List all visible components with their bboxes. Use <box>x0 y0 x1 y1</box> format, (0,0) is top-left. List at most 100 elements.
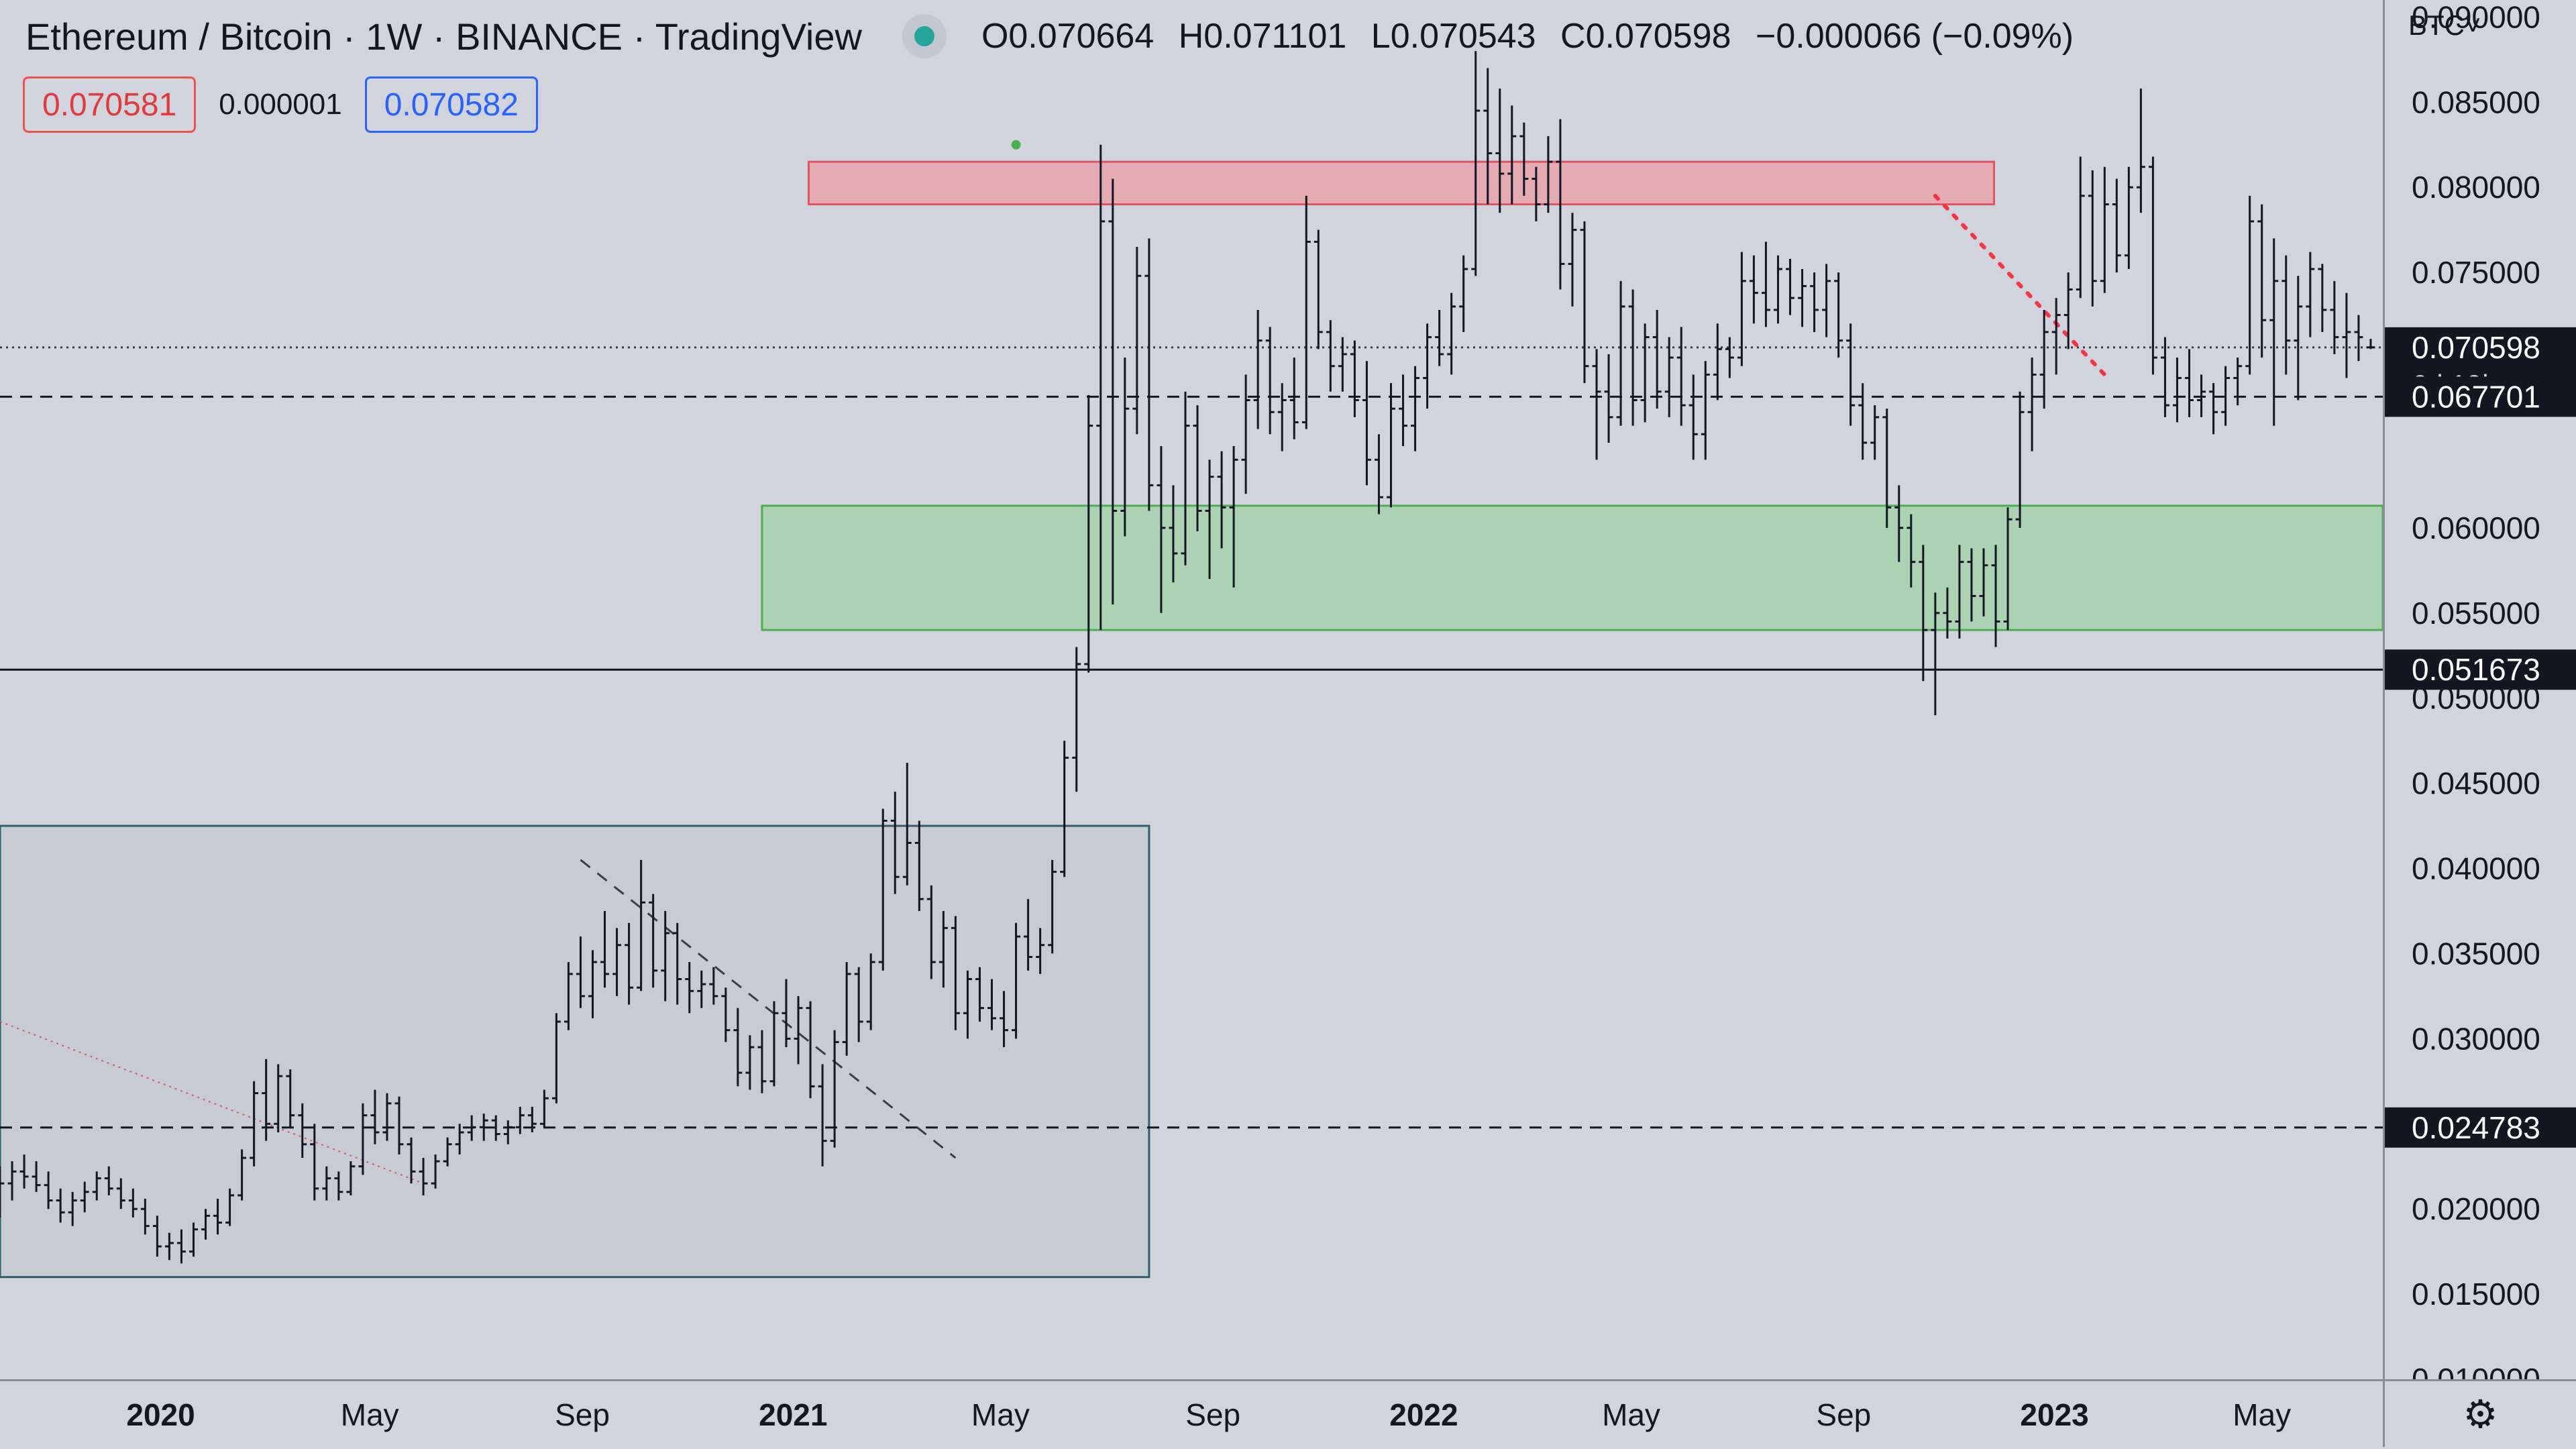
ohlc-bar[interactable] <box>2125 167 2133 269</box>
ohlc-bar[interactable] <box>1605 354 1613 443</box>
ohlc-bar[interactable] <box>1713 323 1722 400</box>
trendline-2[interactable] <box>1935 196 2104 375</box>
ohlc-bar[interactable] <box>1387 383 1395 507</box>
price-scale-canvas: 0.0900000.0850000.0800000.0750000.060000… <box>2385 0 2576 1379</box>
price-tick-label: 0.020000 <box>2412 1191 2540 1226</box>
ohlc-bar[interactable] <box>1580 221 1589 383</box>
time-tick-label: May <box>971 1397 1030 1432</box>
ohlc-bar[interactable] <box>2185 349 2194 417</box>
ohlc-bar[interactable] <box>1132 247 1141 434</box>
ohlc-bar[interactable] <box>1290 358 1299 439</box>
ohlc-bar[interactable] <box>2137 89 2145 213</box>
price-tick-label: 0.035000 <box>2412 936 2540 971</box>
ohlc-bar[interactable] <box>1653 310 1662 409</box>
sell-price-button[interactable]: 0.070581 <box>23 76 196 133</box>
ohlc-bar[interactable] <box>2354 315 2363 362</box>
ohlc-bar[interactable] <box>2052 298 2061 374</box>
ohlc-bar[interactable] <box>1858 383 1867 460</box>
time-tick-label: 2022 <box>1389 1397 1458 1432</box>
ohlc-bar[interactable] <box>2330 281 2339 354</box>
chart-settings-button[interactable]: ⚙ <box>2383 1379 2576 1447</box>
ohlc-bar[interactable] <box>2173 358 2182 422</box>
market-status-indicator[interactable] <box>902 14 947 58</box>
price-label-value: 0.024783 <box>2412 1110 2540 1145</box>
ohlc-bar[interactable] <box>1375 434 1383 514</box>
ohlc-bar[interactable] <box>1144 238 1153 511</box>
ohlc-bar[interactable] <box>1810 272 1819 332</box>
ohlc-bar[interactable] <box>2342 293 2351 378</box>
ohlc-bar[interactable] <box>1411 366 1419 451</box>
ohlc-bar[interactable] <box>1870 405 1879 460</box>
ohlc-bar[interactable] <box>2112 179 2121 273</box>
ohlc-bar[interactable] <box>1362 361 1371 485</box>
ohlc-bar[interactable] <box>2367 339 2375 349</box>
zone-accumulation[interactable] <box>0 826 1149 1277</box>
signal-marker-dot[interactable] <box>1012 140 1021 150</box>
quote-row: 0.070581 0.000001 0.070582 <box>23 74 538 136</box>
price-tick-label: 0.060000 <box>2412 511 2540 545</box>
ohlc-bar[interactable] <box>1314 230 1323 350</box>
ohlc-bar[interactable] <box>2040 310 2049 409</box>
ohlc-bar[interactable] <box>2064 272 2073 349</box>
ohlc-bar[interactable] <box>2149 157 2157 375</box>
chart-legend: Ethereum / Bitcoin · 1W · BINANCE · Trad… <box>25 12 2074 60</box>
chart-plot-area[interactable] <box>0 0 2383 1379</box>
ohlc-bar[interactable] <box>1677 327 1686 425</box>
ohlc-bar[interactable] <box>1242 374 1250 494</box>
symbol-title[interactable]: Ethereum / Bitcoin · 1W · BINANCE · Trad… <box>25 15 862 58</box>
chart-canvas[interactable] <box>0 0 2383 1379</box>
ohlc-bar[interactable] <box>2294 276 2302 400</box>
ohlc-bar[interactable] <box>1822 264 1831 337</box>
ohlc-bar[interactable] <box>1593 349 1601 460</box>
price-tick-label: 0.045000 <box>2412 766 2540 801</box>
ohlc-bar[interactable] <box>1326 320 1335 392</box>
ohlc-bar[interactable] <box>2233 358 2242 405</box>
ohlc-bar[interactable] <box>1689 374 1698 460</box>
ohlc-bar[interactable] <box>1750 256 1758 324</box>
buy-price-button[interactable]: 0.070582 <box>365 76 538 133</box>
ohlc-bar[interactable] <box>1266 327 1275 434</box>
ohlc-bar[interactable] <box>1798 269 1807 327</box>
ohlc-bar[interactable] <box>1762 241 1770 327</box>
ohlc-bar[interactable] <box>1568 213 1577 307</box>
change-value: −0.000066 (−0.09%) <box>1756 17 2074 56</box>
ohlc-bar[interactable] <box>2161 337 2169 417</box>
ohlc-bar[interactable] <box>1786 259 1794 315</box>
ohlc-bar[interactable] <box>1701 361 1710 460</box>
ohlc-bar[interactable] <box>1665 337 1674 417</box>
ohlc-bar[interactable] <box>1459 256 1468 332</box>
ohlc-bar[interactable] <box>1338 337 1347 392</box>
currency-selector[interactable]: BTC˅ <box>2408 9 2481 42</box>
ohlc-bar[interactable] <box>2088 170 2097 307</box>
ohlc-bar[interactable] <box>1447 293 1456 375</box>
ohlc-bar[interactable] <box>1641 323 1650 422</box>
ohlc-bar[interactable] <box>1435 310 1444 366</box>
time-scale-canvas: 2020MaySep2021MaySep2022MaySep2023May <box>0 1381 2383 1449</box>
ohlc-bar[interactable] <box>1278 383 1287 451</box>
ohlc-bar[interactable] <box>2076 157 2085 299</box>
ohlc-bar[interactable] <box>2306 252 2314 337</box>
price-scale[interactable]: 0.0900000.0850000.0800000.0750000.060000… <box>2383 0 2576 1379</box>
ohlc-bar[interactable] <box>1350 341 1359 417</box>
ohlc-bar[interactable] <box>2318 264 2326 332</box>
ohlc-bar[interactable] <box>2282 256 2290 375</box>
ohlc-bar[interactable] <box>1302 196 1311 429</box>
time-scale[interactable]: 2020MaySep2021MaySep2022MaySep2023May <box>0 1379 2383 1447</box>
ohlc-bar[interactable] <box>2209 383 2218 434</box>
ohlc-bar[interactable] <box>2100 167 2109 293</box>
ohlc-bar[interactable] <box>2028 358 2037 451</box>
zone-support[interactable] <box>762 506 2383 630</box>
ohlc-bar[interactable] <box>1254 310 1263 429</box>
ohlc-bar[interactable] <box>1737 252 1746 366</box>
ohlc-bar[interactable] <box>1834 272 1843 358</box>
zone-resistance[interactable] <box>808 162 1994 204</box>
ohlc-bar[interactable] <box>1617 281 1625 426</box>
ohlc-bar[interactable] <box>2257 205 2266 358</box>
ohlc-bar[interactable] <box>1725 337 1734 378</box>
ohlc-bar[interactable] <box>1774 256 1782 324</box>
price-label-value: 0.051673 <box>2412 652 2540 687</box>
ohlc-bar[interactable] <box>1846 323 1855 425</box>
ohlc-bar[interactable] <box>1629 290 1638 426</box>
ohlc-bar[interactable] <box>1399 374 1407 446</box>
price-tick-label: 0.010000 <box>2412 1362 2540 1379</box>
